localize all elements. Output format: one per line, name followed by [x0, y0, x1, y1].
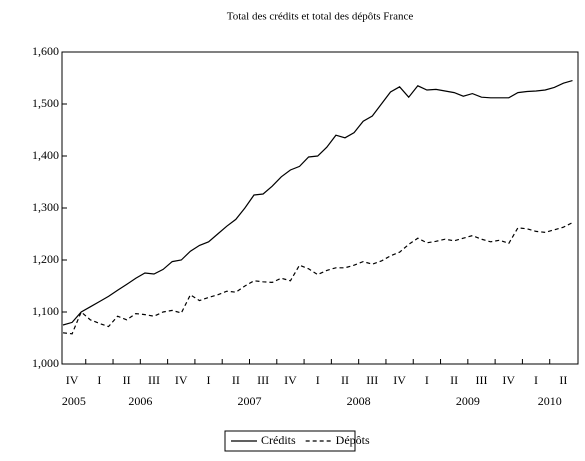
y-tick-label: 1,100	[32, 304, 59, 318]
x-tick-label: II	[559, 373, 567, 387]
x-tick-label: I	[534, 373, 538, 387]
x-tick-label: I	[316, 373, 320, 387]
year-label: 2005	[62, 394, 86, 408]
x-tick-label: II	[341, 373, 349, 387]
x-tick-label: III	[257, 373, 269, 387]
x-tick-label: I	[425, 373, 429, 387]
year-label: 2006	[128, 394, 152, 408]
x-tick-label: IV	[393, 373, 406, 387]
y-tick-label: 1,500	[32, 96, 59, 110]
y-tick-label: 1,300	[32, 200, 59, 214]
x-tick-label: III	[475, 373, 487, 387]
legend-label: Dépôts	[336, 433, 370, 447]
x-tick-label: IV	[502, 373, 515, 387]
year-label: 2008	[347, 394, 371, 408]
x-tick-label: II	[123, 373, 131, 387]
x-tick-label: I	[207, 373, 211, 387]
x-tick-label: II	[232, 373, 240, 387]
year-label: 2009	[456, 394, 480, 408]
y-tick-label: 1,200	[32, 252, 59, 266]
x-tick-label: IV	[175, 373, 188, 387]
year-label: 2007	[237, 394, 261, 408]
y-tick-label: 1,600	[32, 44, 59, 58]
x-tick-label: IV	[284, 373, 297, 387]
y-tick-label: 1,000	[32, 356, 59, 370]
chart-title: Total des crédits et total des dépôts Fr…	[227, 11, 414, 23]
y-tick-label: 1,400	[32, 148, 59, 162]
legend-label: Crédits	[261, 433, 296, 447]
legend-box	[224, 430, 356, 452]
plot-frame	[61, 51, 579, 365]
x-tick-label: I	[97, 373, 101, 387]
line-series	[62, 80, 573, 326]
line-series	[62, 222, 573, 335]
x-tick-label: III	[366, 373, 378, 387]
x-tick-label: II	[450, 373, 458, 387]
year-label: 2010	[538, 394, 562, 408]
x-tick-label: III	[148, 373, 160, 387]
x-tick-label: IV	[66, 373, 79, 387]
